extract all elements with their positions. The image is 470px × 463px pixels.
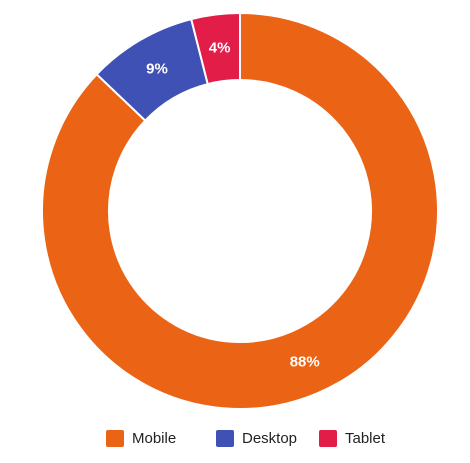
- doughnut-chart: 88% 9% 4%: [41, 11, 439, 410]
- data-label-desktop: 9%: [146, 60, 168, 77]
- legend-swatch-desktop: [216, 429, 234, 447]
- legend-swatch-tablet: [319, 429, 337, 447]
- legend-label-desktop: Desktop: [242, 429, 298, 447]
- slice-mobile[interactable]: [41, 11, 439, 410]
- data-label-tablet: 4%: [209, 39, 231, 56]
- legend-item-tablet[interactable]: Tablet: [319, 426, 385, 450]
- chart-data-labels: 88% 9% 4%: [146, 39, 320, 370]
- legend-item-desktop[interactable]: Desktop: [216, 426, 297, 450]
- legend-label-tablet: Tablet: [345, 429, 386, 447]
- legend-swatch-mobile: [106, 429, 124, 447]
- legend-item-mobile[interactable]: Mobile: [106, 426, 176, 450]
- slice-tablet[interactable]: [190, 11, 241, 86]
- legend-label-mobile: Mobile: [132, 429, 177, 447]
- data-label-mobile: 88%: [290, 354, 320, 371]
- chart-slices: [41, 11, 439, 410]
- chart-legend: Mobile Desktop Tablet: [0, 426, 470, 450]
